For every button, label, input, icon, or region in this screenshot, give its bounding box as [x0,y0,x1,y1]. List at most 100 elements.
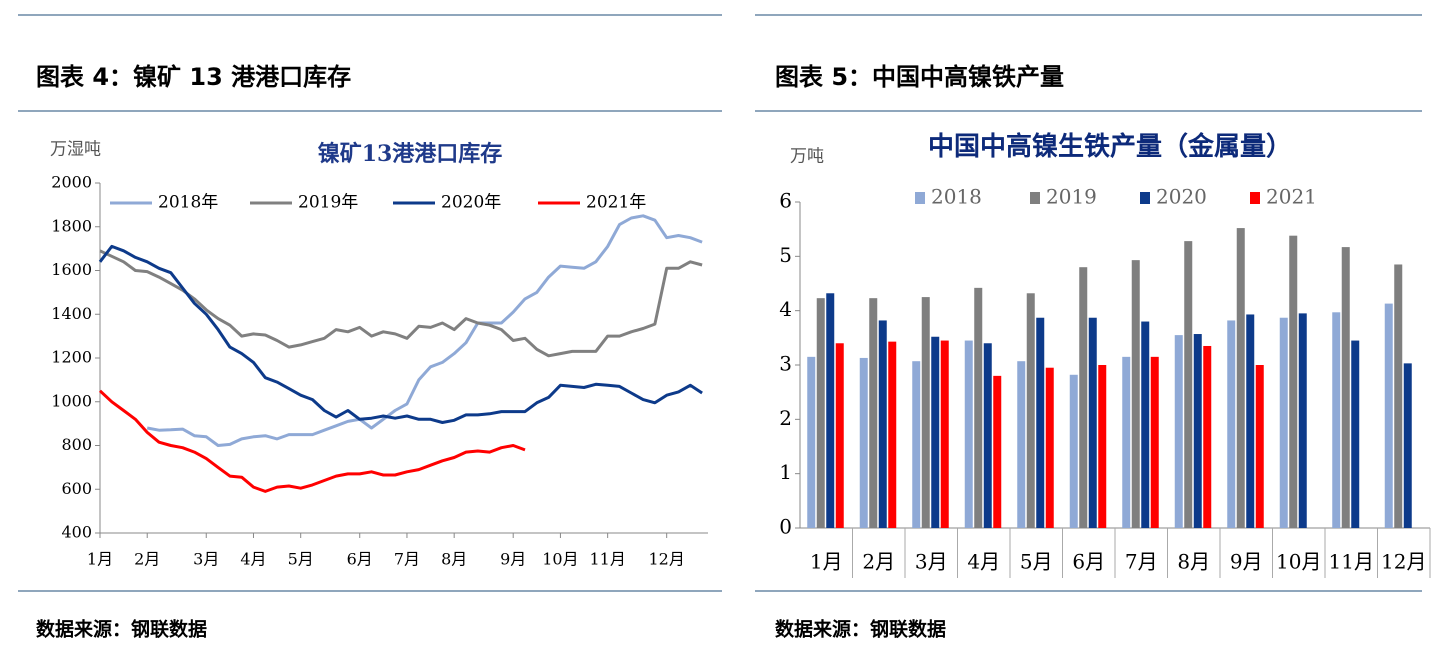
y-tick-label: 1400 [51,304,92,323]
panel-header: 图表 4：镍矿 13 港港口库存 [36,63,351,91]
y-tick-label: 0 [779,515,792,539]
bar [964,340,973,528]
x-tick-label: 12月 [648,550,684,569]
bar [983,343,992,528]
bar [869,298,878,528]
bar [1351,340,1360,528]
x-tick-label: 9月 [1230,550,1263,574]
x-tick-label: 6月 [347,550,373,569]
line-series [98,244,703,424]
x-tick-label: 3月 [193,550,219,569]
bar [1017,361,1026,528]
legend-label: 2018年 [158,193,218,213]
bar [912,361,921,528]
y-tick-label: 1200 [51,348,92,367]
bar [835,343,844,528]
legend-label: 2020 [1156,185,1207,209]
x-tick-label: 6月 [1072,550,1105,574]
y-tick-label: 3 [779,352,792,376]
y-tick-label: 1600 [51,260,92,279]
bar [1227,320,1236,528]
bar [993,375,1002,528]
bar [1289,235,1298,529]
source: 数据来源：钢联数据 [36,618,207,641]
x-tick-label: 2月 [862,550,895,574]
y-tick-label: 6 [779,189,792,213]
legend-label: 2019 [1046,185,1097,209]
x-tick-label: 11月 [589,550,625,569]
bar [1255,365,1264,528]
y-tick-label: 400 [61,523,92,542]
x-tick-label: 9月 [500,550,526,569]
x-tick-label: 2月 [134,550,160,569]
x-tick-label: 8月 [1177,550,1210,574]
legend-swatch [1140,192,1150,204]
bar [1069,374,1078,528]
legend-label: 2021年 [586,193,646,213]
bar [859,357,868,528]
x-tick-label: 1月 [87,550,113,569]
bar [1298,313,1307,528]
y-tick-label: 1 [779,460,792,484]
x-tick-label: 12月 [1381,550,1426,574]
bar [931,336,940,528]
bar [1394,264,1403,528]
bar [1403,363,1412,528]
x-tick-label: 4月 [967,550,1000,574]
panel-header: 图表 5：中国中高镍铁产量 [775,63,1064,91]
y-tick-label: 5 [779,243,792,267]
x-tick-label: 5月 [1020,550,1053,574]
bar [921,297,930,528]
bar [1045,367,1054,528]
y-tick-label: 1800 [51,216,92,235]
bar [1236,228,1245,528]
bar [1246,314,1255,528]
x-tick-label: 8月 [441,550,467,569]
x-tick-label: 1月 [810,550,843,574]
bar [816,298,825,528]
bar [1174,335,1183,528]
legend-label: 2021 [1266,185,1317,209]
bar [1279,317,1288,528]
bar [1332,312,1341,528]
bar [1384,303,1393,528]
y-tick-label: 4 [779,297,792,321]
legend-swatch [915,192,925,204]
bar [1122,356,1131,528]
y-tick-label: 800 [61,435,92,454]
x-tick-label: 7月 [1125,550,1158,574]
bar [1150,356,1159,528]
bar [1036,317,1045,528]
x-tick-label: 5月 [288,550,314,569]
bar [974,287,983,528]
y-tick-label: 600 [61,479,92,498]
bar [1141,321,1150,528]
bar [1088,317,1097,528]
y-axis-label: 万吨 [790,147,824,167]
x-tick-label: 11月 [1329,550,1374,574]
bar [826,293,835,528]
legend-label: 2020年 [441,193,501,213]
source: 数据来源：钢联数据 [775,618,946,641]
bar [888,341,897,528]
y-tick-label: 2 [779,406,792,430]
bar [1079,267,1088,528]
x-tick-label: 4月 [240,550,266,569]
chart-title: 镍矿13港港口库存 [318,141,503,167]
y-axis-label: 万湿吨 [50,140,101,160]
y-tick-label: 2000 [51,173,92,192]
legend-label: 2019年 [298,193,358,213]
y-tick-label: 1000 [51,391,92,410]
legend-swatch [1250,192,1260,204]
bar [1131,260,1140,528]
legend-label: 2018 [931,185,982,209]
x-tick-label: 10月 [542,550,578,569]
x-tick-label: 3月 [915,550,948,574]
bar [1026,293,1035,528]
bar [807,356,816,528]
line-series [98,389,526,493]
line-series [146,214,703,447]
bar [1341,247,1350,528]
legend-swatch [1030,192,1040,204]
